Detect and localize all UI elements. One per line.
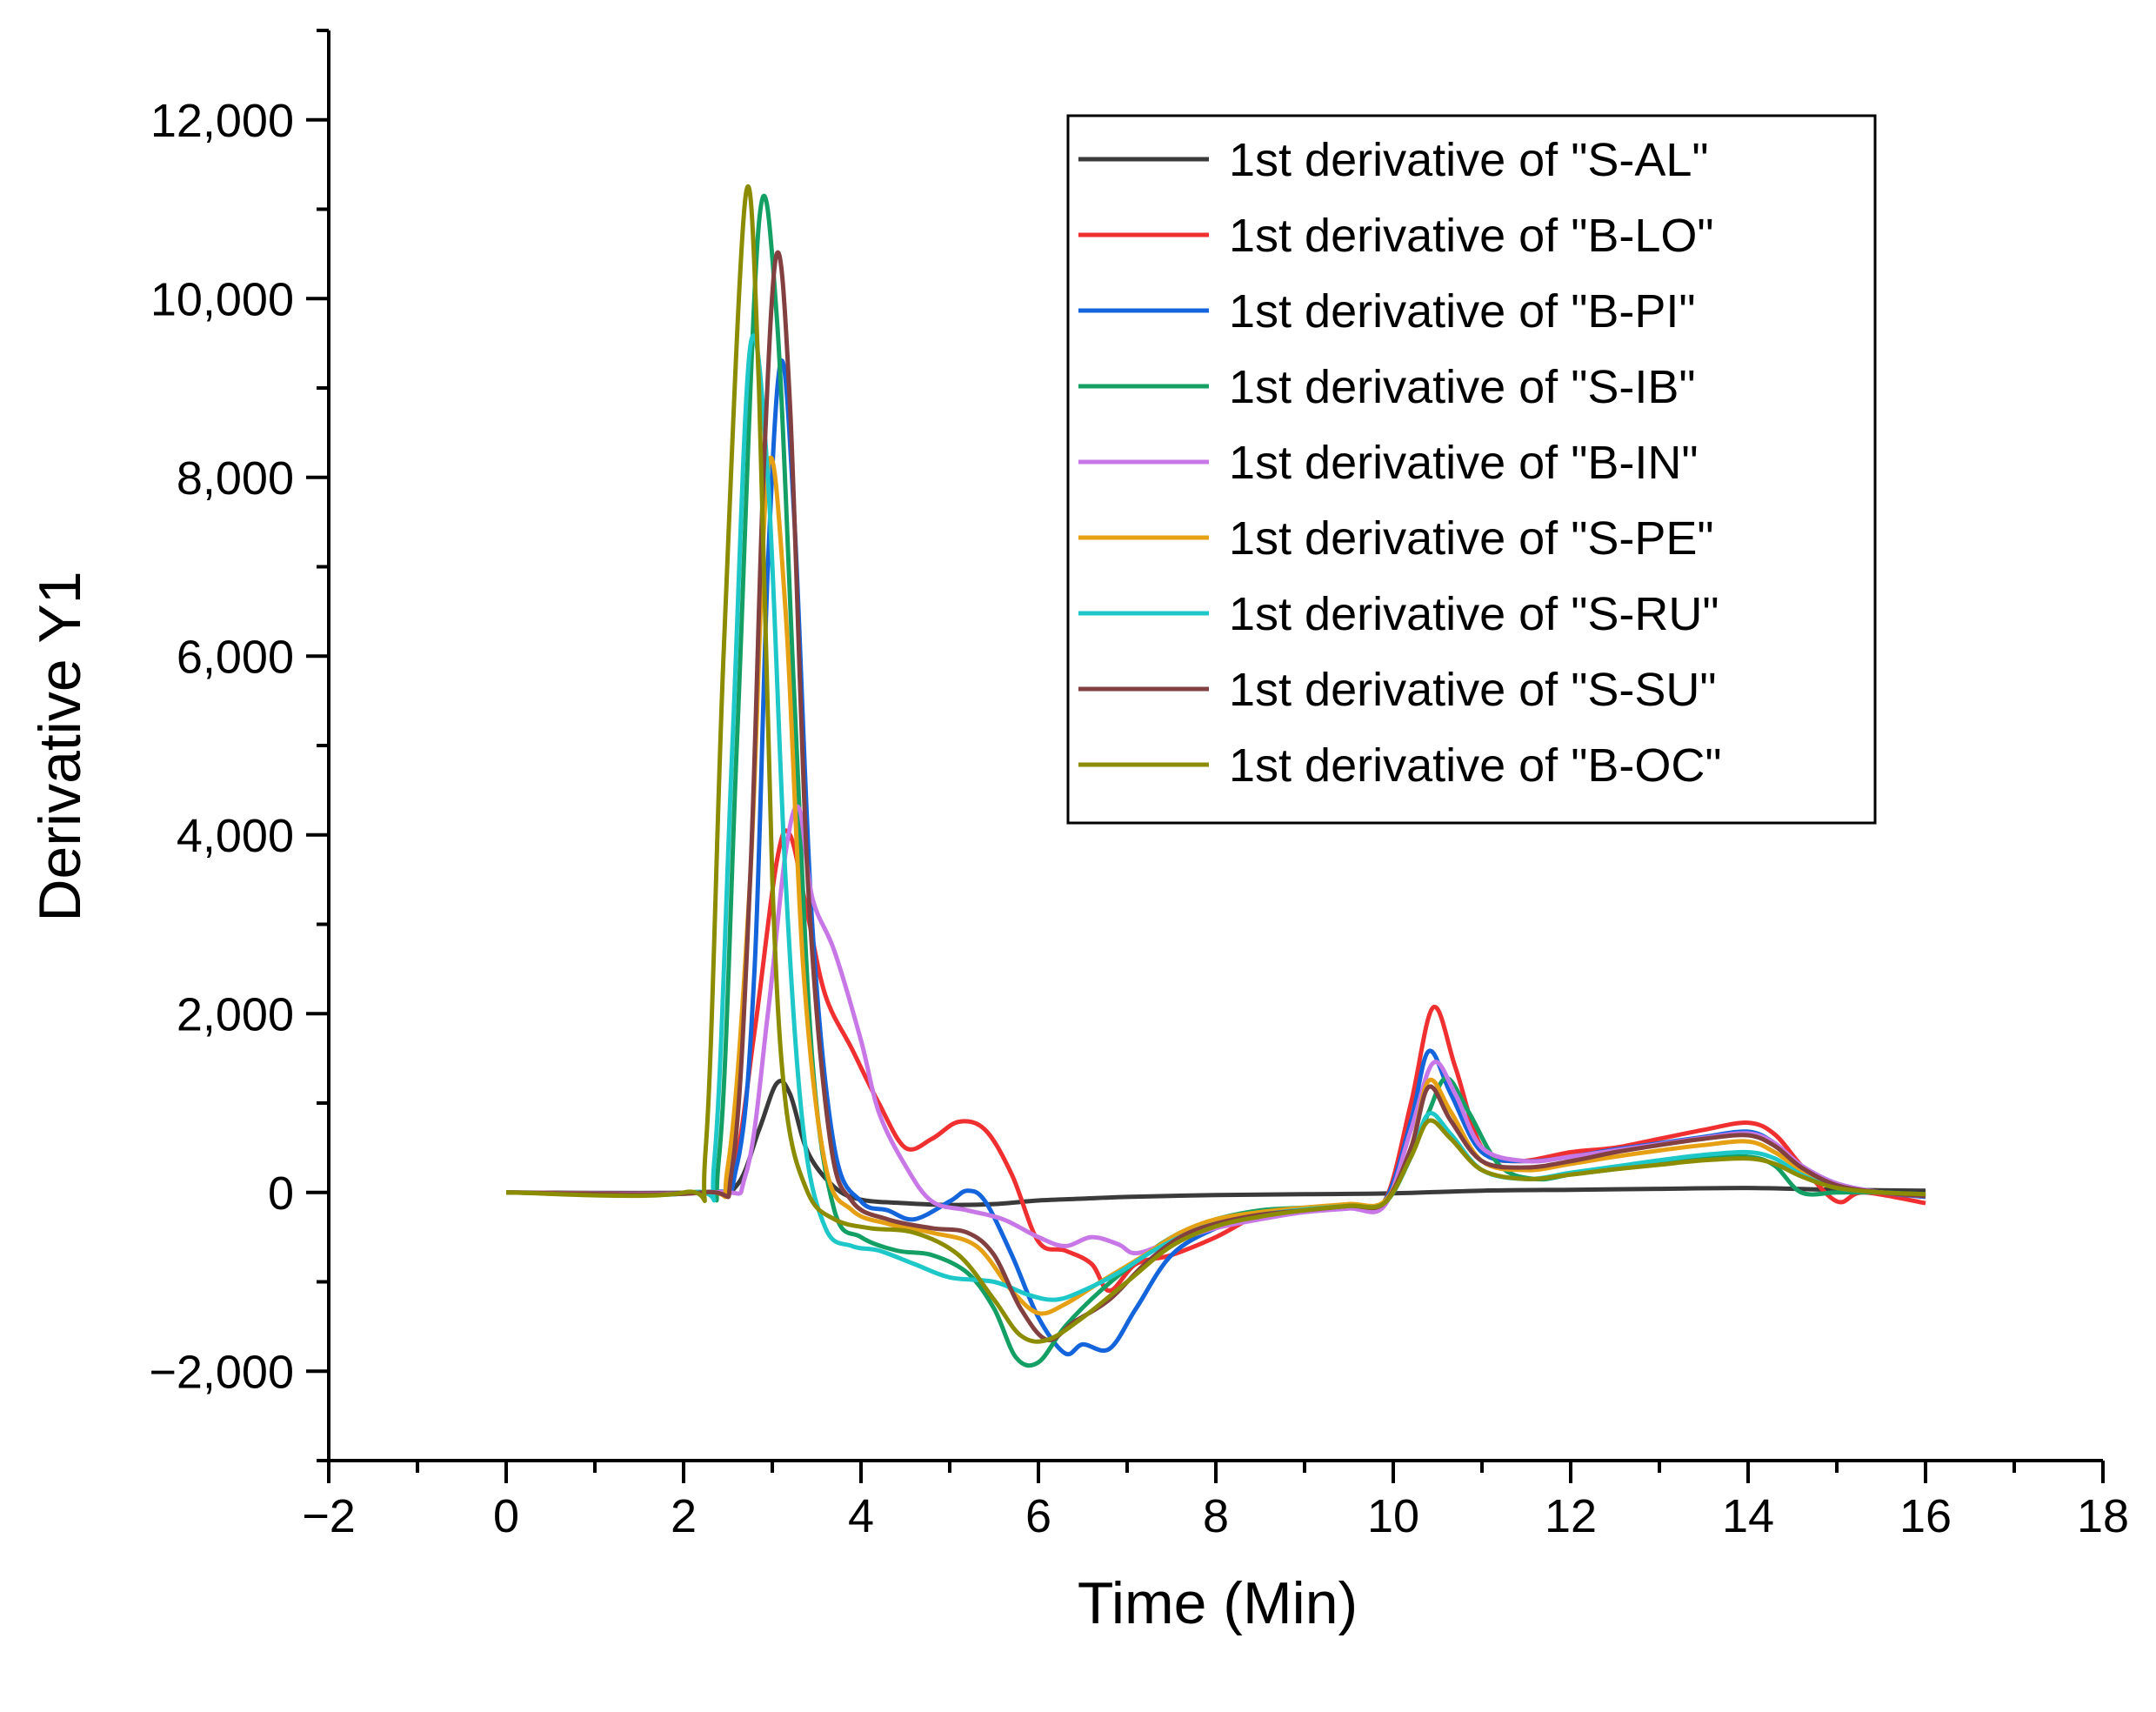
series-line-7	[505, 333, 1926, 1302]
y-tick-label: 0	[268, 1167, 294, 1220]
y-tick-label: 10,000	[150, 273, 294, 325]
legend-label: 1st derivative of "S-IB"	[1229, 361, 1696, 413]
y-axis: −2,000 0 2,000 4,000 6,000 8,000 10,000 12,000	[149, 29, 329, 1462]
x-tick-label: 14	[1722, 1490, 1774, 1542]
legend-label: 1st derivative of "B-OC"	[1229, 739, 1722, 792]
legend-label: 1st derivative of "S-PE"	[1229, 512, 1714, 565]
y-axis-title: Derivative Y1	[27, 571, 93, 921]
series-line-1	[505, 1079, 1926, 1207]
x-axis-title: Time (Min)	[1078, 1570, 1358, 1636]
y-tick-label: 12,000	[150, 95, 294, 147]
x-tick-label: 6	[1025, 1490, 1051, 1542]
y-tick-label: 6,000	[177, 631, 294, 683]
y-tick-label: 2,000	[177, 988, 294, 1040]
x-tick-label: −2	[302, 1490, 356, 1542]
legend-label: 1st derivative of "S-SU"	[1229, 664, 1717, 716]
x-tick-label: 4	[848, 1490, 874, 1542]
y-tick-label: −2,000	[149, 1346, 294, 1398]
x-tick-label: 8	[1203, 1490, 1229, 1542]
legend-label: 1st derivative of "S-RU"	[1229, 588, 1719, 640]
y-tick-label: 4,000	[177, 810, 294, 862]
x-axis: −2 0 2 4 6 8 10 12 14 16 18	[302, 1461, 2129, 1542]
x-tick-label: 18	[2077, 1490, 2129, 1542]
x-tick-label: 2	[671, 1490, 697, 1542]
legend: 1st derivative of "S-AL" 1st derivative o…	[1066, 114, 1877, 825]
y-tick-label: 8,000	[177, 452, 294, 505]
legend-label: 1st derivative of "B-IN"	[1229, 437, 1699, 489]
legend-label: 1st derivative of "B-LO"	[1229, 210, 1714, 262]
series-line-9	[505, 184, 1926, 1344]
series-layer	[505, 184, 1926, 1368]
legend-label: 1st derivative of "S-AL"	[1229, 134, 1709, 186]
x-tick-label: 0	[493, 1490, 519, 1542]
x-tick-label: 12	[1545, 1490, 1597, 1542]
legend-label: 1st derivative of "B-PI"	[1229, 285, 1696, 338]
x-tick-label: 10	[1367, 1490, 1419, 1542]
x-tick-label: 16	[1899, 1490, 1952, 1542]
